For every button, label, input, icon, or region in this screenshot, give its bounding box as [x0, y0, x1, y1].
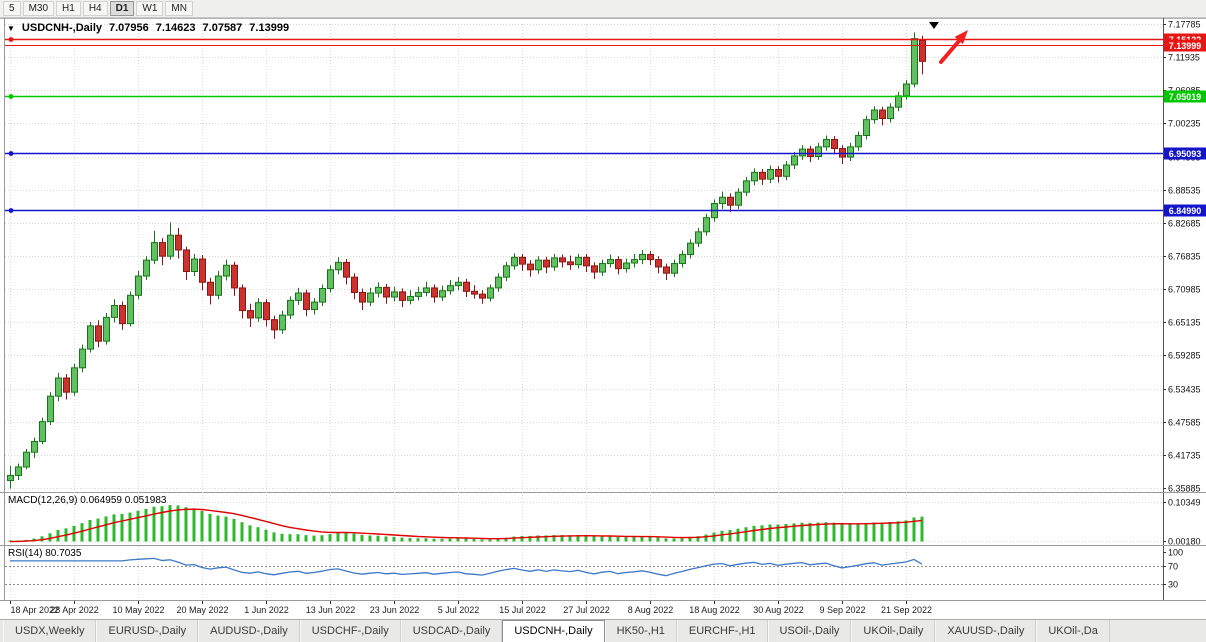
- rsi-axis-label: 30: [1168, 580, 1178, 590]
- rsi-line: [10, 557, 923, 577]
- period-button-w1[interactable]: W1: [136, 1, 164, 16]
- price-axis-label: 6.82685: [1168, 219, 1201, 229]
- price-level-tag-label: 7.05019: [1169, 92, 1202, 102]
- period-button-m30[interactable]: M30: [22, 1, 55, 16]
- high-value: 7.14623: [155, 22, 196, 34]
- level-handle[interactable]: [8, 208, 14, 213]
- price-axis-label: 6.47585: [1168, 418, 1201, 428]
- date-label: 21 Sep 2022: [881, 605, 932, 615]
- price-axis-label: 6.59285: [1168, 351, 1201, 361]
- grid: [0, 18, 1206, 601]
- date-label: 27 Jul 2022: [563, 605, 610, 615]
- price-level-tag: [1164, 90, 1206, 103]
- date-label: 9 Sep 2022: [819, 605, 865, 615]
- symbol-period-label: USDCNH-,Daily: [21, 22, 102, 34]
- date-label: 1 Jun 2022: [244, 605, 289, 615]
- annotations[interactable]: [929, 22, 968, 64]
- open-value: 7.07956: [109, 22, 149, 34]
- date-label: 18 Aug 2022: [689, 605, 740, 615]
- level-handle[interactable]: [8, 151, 14, 156]
- price-level-tag: [1164, 204, 1206, 217]
- symbol-tab-usdchf-daily[interactable]: USDCHF-,Daily: [299, 620, 401, 642]
- horizontal-level-lines[interactable]: [5, 37, 1163, 213]
- symbol-tab-usdcad-daily[interactable]: USDCAD-,Daily: [400, 620, 503, 642]
- price-axis-label: 6.70985: [1168, 285, 1201, 295]
- price-axis-label: 6.76835: [1168, 252, 1201, 262]
- price-level-tag-label: 6.95093: [1169, 149, 1202, 159]
- period-button-mn[interactable]: MN: [165, 1, 193, 16]
- date-label: 23 Jun 2022: [370, 605, 420, 615]
- symbol-tab-ukoil-da[interactable]: UKOil-,Da: [1036, 620, 1110, 642]
- price-axis-label: 6.35885: [1168, 484, 1201, 494]
- price-level-tag: [1164, 39, 1206, 52]
- price-level-tag-label: 7.13999: [1169, 41, 1202, 51]
- close-value: 7.13999: [249, 22, 290, 34]
- symbol-tab-audusd-daily[interactable]: AUDUSD-,Daily: [198, 620, 300, 642]
- symbol-tab-ukoil-daily[interactable]: UKOil-,Daily: [851, 620, 936, 642]
- date-label: 28 Apr 2022: [50, 605, 99, 615]
- symbol-tab-usdx-weekly[interactable]: USDX,Weekly: [3, 620, 97, 642]
- macd-signal-line: [9, 508, 923, 543]
- symbol-tab-bar: USDX,Weekly EURUSD-,Daily AUDUSD-,Daily USD…: [0, 619, 1206, 642]
- date-label: 18 Apr 2022: [11, 605, 60, 615]
- macd-axis-label: 0.00180: [1168, 537, 1201, 547]
- period-button-5[interactable]: 5: [3, 1, 21, 16]
- symbol-tab-eurusd-daily[interactable]: EURUSD-,Daily: [96, 620, 199, 642]
- price-axis-label: 7.11935: [1168, 53, 1200, 63]
- timeframe-toolbar: 5 M30 H1 H4 D1 W1 MN: [0, 0, 1206, 18]
- date-label: 10 May 2022: [112, 605, 164, 615]
- price-axis-label: 6.65135: [1168, 318, 1201, 328]
- rsi-axis-label: 70: [1168, 562, 1178, 572]
- macd-indicator-label: MACD(12,26,9) 0.064959 0.051983: [8, 495, 167, 506]
- price-axis-label: 6.88535: [1168, 186, 1201, 196]
- date-label: 5 Jul 2022: [438, 605, 480, 615]
- symbol-tab-hk50-h1[interactable]: HK50-,H1: [604, 620, 677, 642]
- macd-panel[interactable]: [8, 505, 924, 543]
- candlestick-plot[interactable]: [7, 32, 926, 489]
- drawn-arrow-head[interactable]: [954, 30, 968, 45]
- date-label: 30 Aug 2022: [753, 605, 804, 615]
- price-axis-label: 6.41735: [1168, 451, 1201, 461]
- low-value: 7.07587: [202, 22, 243, 34]
- symbol-tab-eurchf-h1[interactable]: EURCHF-,H1: [676, 620, 768, 642]
- date-label: 15 Jul 2022: [499, 605, 546, 615]
- symbol-tab-usoil-daily[interactable]: USOil-,Daily: [767, 620, 852, 642]
- chart-ohlc-header: ▼ USDCNH-,Daily 7.07956 7.14623 7.07587 …: [7, 22, 289, 34]
- macd-axis-label: 0.10349: [1168, 498, 1201, 508]
- price-axis[interactable]: 7.177857.119357.060857.002356.943856.885…: [1163, 20, 1206, 590]
- level-handle[interactable]: [8, 37, 14, 42]
- price-level-tag-label: 6.84990: [1169, 206, 1202, 216]
- symbol-tab-xauusd-daily[interactable]: XAUUSD-,Daily: [935, 620, 1037, 642]
- date-label: 8 Aug 2022: [628, 605, 674, 615]
- period-button-h4[interactable]: H4: [82, 1, 108, 16]
- date-label: 13 Jun 2022: [306, 605, 356, 615]
- period-button-h1[interactable]: H1: [56, 1, 81, 16]
- chart-window: 7.177857.119357.060857.002356.943856.885…: [0, 18, 1206, 618]
- price-axis-label: 6.53435: [1168, 385, 1201, 395]
- rsi-panel[interactable]: [5, 557, 1163, 585]
- period-button-d1[interactable]: D1: [109, 1, 135, 16]
- rsi-indicator-label: RSI(14) 80.7035: [8, 548, 82, 559]
- symbol-tab-usdcnh-daily[interactable]: USDCNH-,Daily: [502, 620, 605, 642]
- price-axis-label: 7.17785: [1168, 20, 1201, 30]
- level-handle[interactable]: [8, 94, 14, 99]
- rsi-axis-label: 100: [1168, 548, 1183, 558]
- date-label: 20 May 2022: [176, 605, 228, 615]
- drawn-arrow-annotation[interactable]: [939, 39, 961, 64]
- price-axis-label: 7.00235: [1168, 119, 1201, 129]
- price-level-tag: [1164, 147, 1206, 160]
- chart-canvas[interactable]: 7.177857.119357.060857.002356.943856.885…: [0, 18, 1206, 618]
- collapse-chart-icon[interactable]: ▼: [7, 24, 15, 33]
- bar-marker-triangle-icon[interactable]: [929, 22, 939, 29]
